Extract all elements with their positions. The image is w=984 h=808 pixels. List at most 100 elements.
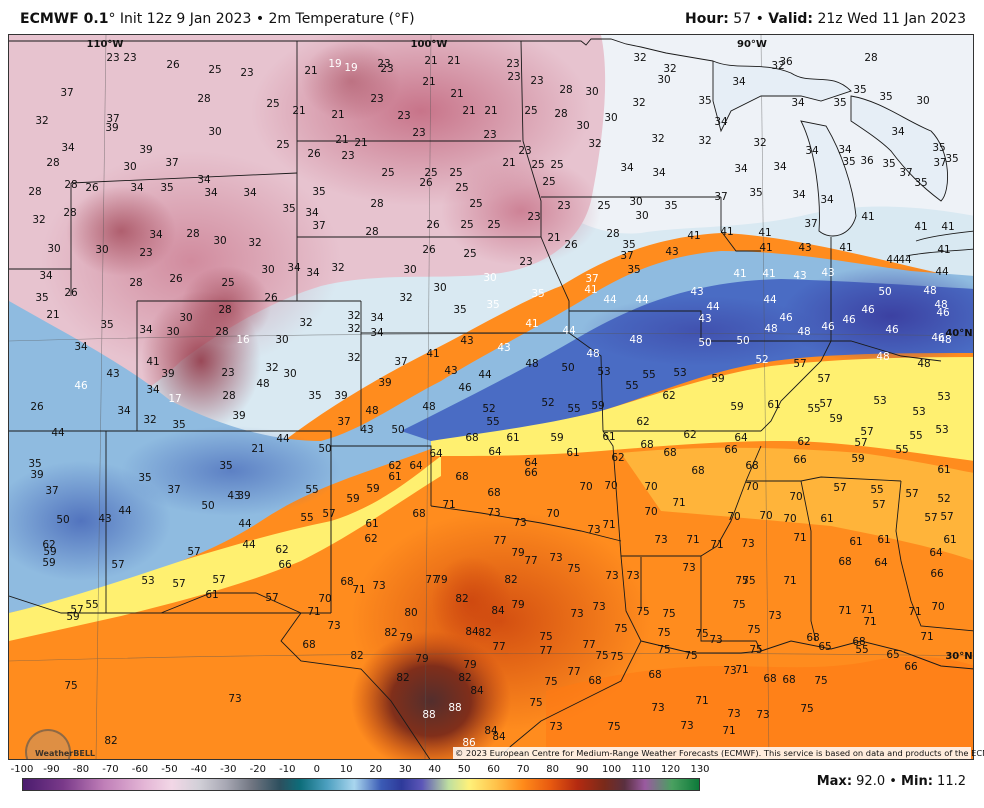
- temperature-value: 59: [366, 483, 379, 495]
- scale-tick-label: -20: [249, 764, 266, 775]
- scale-tick-label: 10: [339, 764, 353, 775]
- temperature-value: 28: [222, 390, 235, 402]
- temperature-value: 23: [139, 247, 152, 259]
- temperature-value: 43: [698, 313, 711, 325]
- temperature-value: 64: [429, 448, 443, 460]
- temperature-value: 75: [529, 697, 542, 709]
- temperature-value: 30: [213, 235, 226, 247]
- temperature-value: 30: [635, 210, 648, 222]
- coordinate-label: 90°W: [737, 39, 767, 50]
- temperature-value: 32: [143, 414, 156, 426]
- scale-tick-label: 70: [516, 764, 530, 775]
- temperature-value: 44: [898, 254, 912, 266]
- temperature-value: 48: [586, 348, 599, 360]
- coordinate-label: 110°W: [87, 39, 124, 50]
- temperature-value: 44: [635, 294, 649, 306]
- temperature-value: 48: [876, 351, 889, 363]
- temperature-value: 21: [304, 65, 317, 77]
- temperature-value: 65: [818, 641, 831, 653]
- temperature-value: 48: [629, 334, 642, 346]
- temperature-value: 73: [592, 601, 605, 613]
- temperature-value: 34: [306, 267, 320, 279]
- temperature-value: 21: [547, 232, 560, 244]
- temperature-value: 19: [344, 62, 357, 74]
- temperature-value: 66: [724, 444, 738, 456]
- temperature-value: 37: [45, 485, 58, 497]
- temperature-value: 82: [350, 650, 363, 662]
- temperature-value: 68: [465, 432, 478, 444]
- temperature-value: 75: [657, 627, 670, 639]
- temperature-value: 34: [838, 144, 852, 156]
- temperature-value: 48: [764, 323, 777, 335]
- temperature-value: 26: [422, 244, 436, 256]
- temperature-value: 37: [585, 273, 598, 285]
- temperature-value: 30: [403, 264, 416, 276]
- temperature-value: 43: [227, 490, 240, 502]
- temperature-value: 35: [842, 156, 855, 168]
- temperature-value: 35: [664, 200, 677, 212]
- temperature-value: 73: [549, 552, 562, 564]
- temperature-value: 73: [570, 608, 583, 620]
- temperature-value: 37: [167, 484, 180, 496]
- temperature-value: 59: [66, 611, 79, 623]
- temperature-value: 41: [839, 242, 852, 254]
- temperature-value: 43: [360, 424, 373, 436]
- temperature-value: 34: [370, 327, 384, 339]
- temperature-value: 30: [585, 86, 598, 98]
- temperature-value: 39: [161, 368, 174, 380]
- scale-tick-label: 20: [369, 764, 383, 775]
- temperature-value: 34: [820, 194, 834, 206]
- temperature-value: 61: [602, 431, 615, 443]
- temperature-value: 80: [404, 607, 417, 619]
- temperature-value: 57: [187, 546, 200, 558]
- temperature-value: 25: [487, 219, 500, 231]
- temperature-value: 68: [782, 674, 795, 686]
- scale-tick-label: 80: [546, 764, 559, 775]
- temperature-value: 53: [912, 406, 925, 418]
- temperature-value: 44: [706, 301, 720, 313]
- temperature-value: 75: [636, 606, 649, 618]
- temperature-value: 41: [861, 211, 874, 223]
- temperature-value: 35: [282, 203, 295, 215]
- temperature-value: 25: [550, 159, 563, 171]
- temperature-value: 75: [662, 608, 675, 620]
- temperature-value: 57: [212, 574, 225, 586]
- temperature-value: 71: [710, 539, 723, 551]
- temperature-value: 26: [264, 292, 278, 304]
- temperature-value: 48: [525, 358, 538, 370]
- temperature-value: 75: [607, 721, 620, 733]
- temperature-value: 23: [519, 256, 532, 268]
- temperature-value: 59: [711, 373, 724, 385]
- temperature-value: 57: [940, 511, 953, 523]
- temperature-value: 41: [525, 318, 538, 330]
- temperature-value: 53: [597, 366, 610, 378]
- temperature-value: 79: [415, 653, 428, 665]
- temperature-value: 44: [935, 266, 949, 278]
- temperature-value: 25: [276, 139, 289, 151]
- temperature-value: 55: [895, 444, 908, 456]
- temperature-value: 50: [561, 362, 574, 374]
- temperature-value: 61: [937, 464, 950, 476]
- temperature-value: 50: [878, 286, 891, 298]
- temperature-value: 66: [904, 661, 918, 673]
- temperature-value: 35: [833, 97, 846, 109]
- temperature-value: 68: [340, 576, 353, 588]
- temperature-value: 34: [204, 187, 218, 199]
- temperature-value: 75: [610, 651, 623, 663]
- scale-tick-label: 90: [575, 764, 589, 775]
- temperature-value: 32: [299, 317, 312, 329]
- temperature-value: 44: [51, 427, 65, 439]
- temperature-value: 41: [146, 356, 159, 368]
- temperature-value: 55: [909, 430, 922, 442]
- temperature-value: 41: [687, 230, 700, 242]
- scale-tick-label: 120: [660, 764, 681, 775]
- logo-text: WeatherBELL: [35, 749, 96, 758]
- temperature-value: 82: [455, 593, 468, 605]
- temperature-value: 68: [745, 460, 758, 472]
- temperature-value: 75: [684, 650, 697, 662]
- cool-northeast: [561, 35, 973, 234]
- temperature-value: 64: [734, 432, 748, 444]
- temperature-value: 30: [123, 161, 136, 173]
- temperature-value: 21: [502, 157, 515, 169]
- temperature-value: 61: [767, 399, 780, 411]
